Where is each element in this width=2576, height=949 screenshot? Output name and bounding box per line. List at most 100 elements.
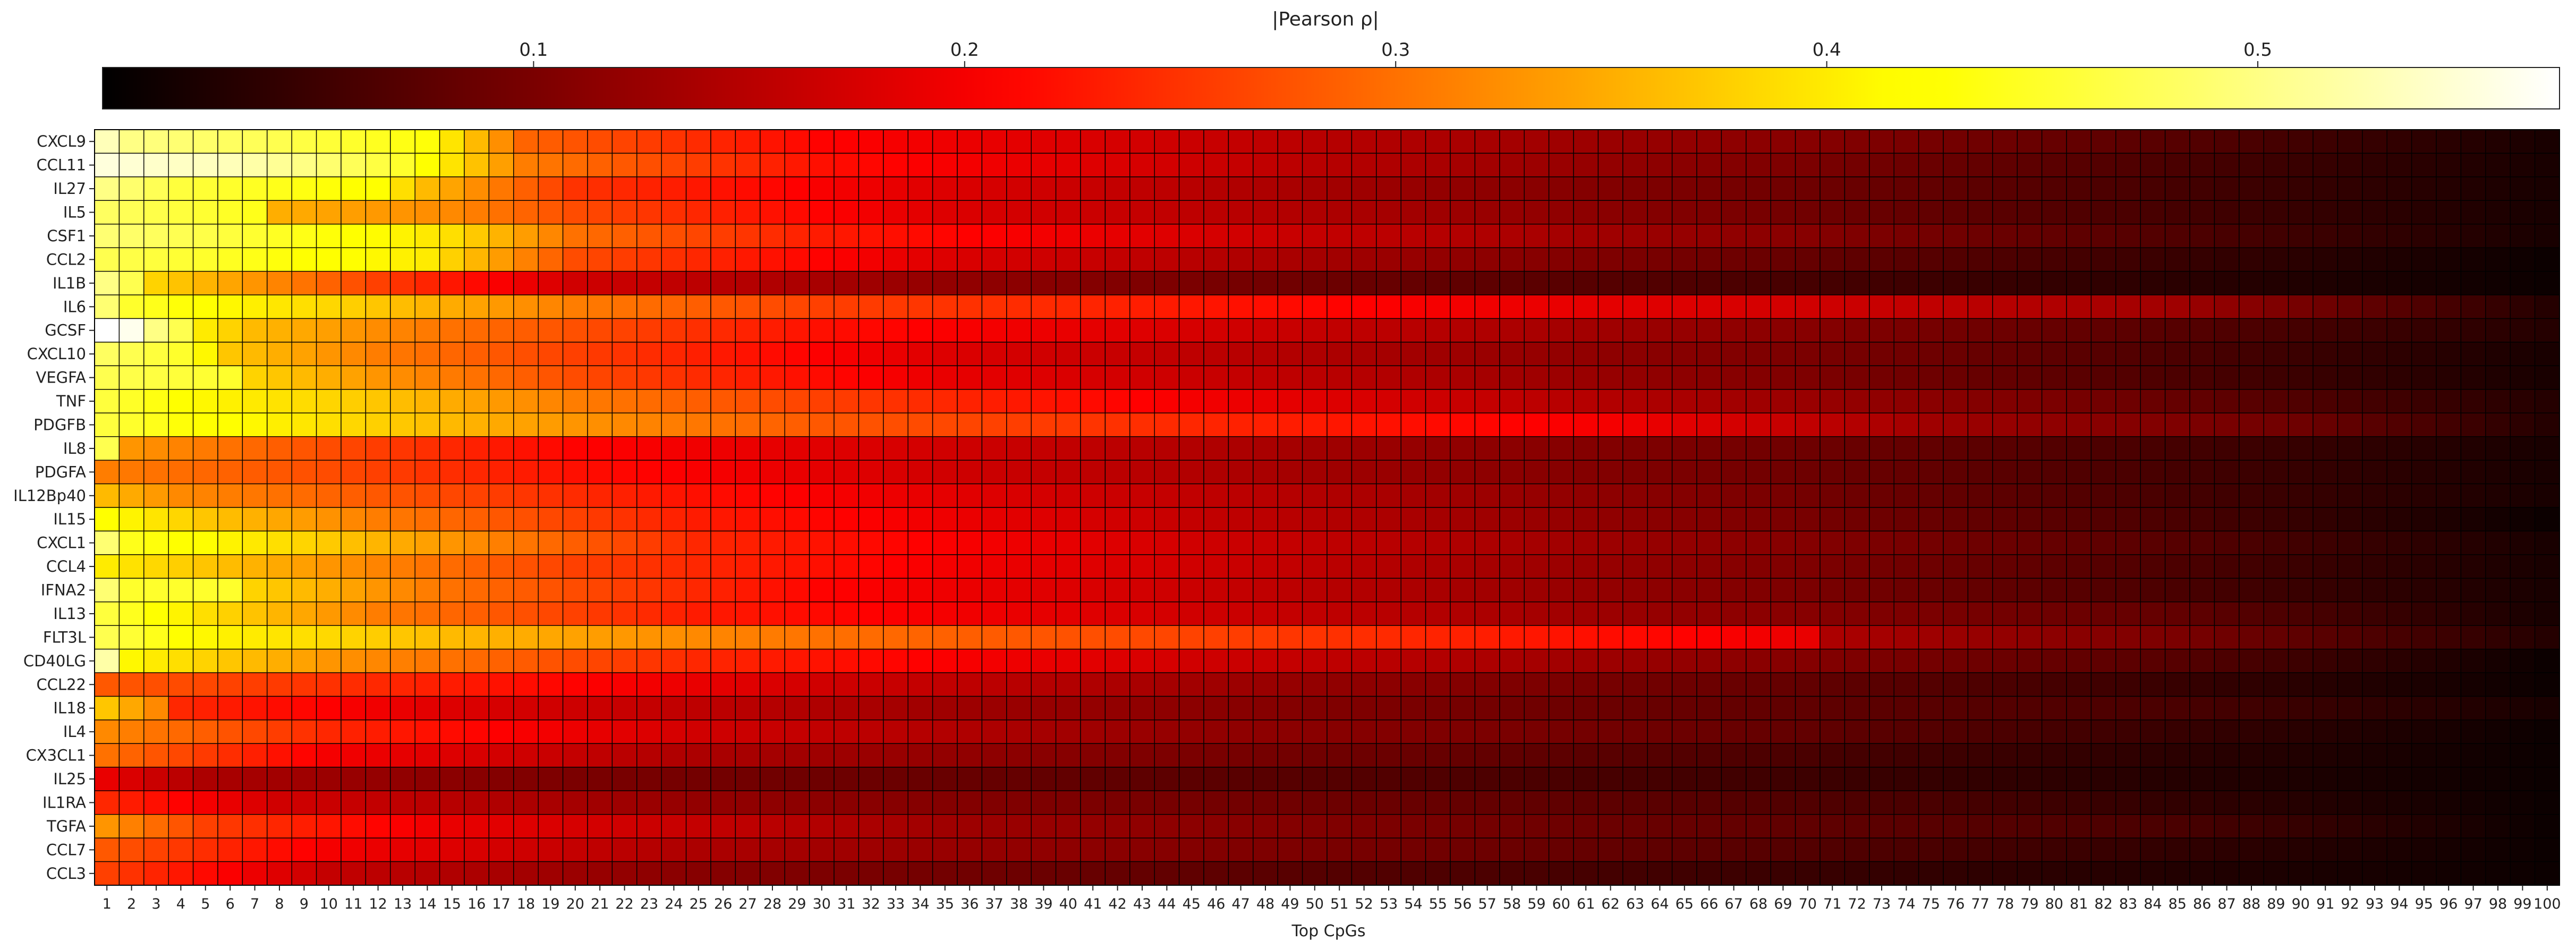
heatmap-cell (1129, 294, 1155, 319)
heatmap-cell (1548, 200, 1574, 225)
heatmap-cell (809, 152, 835, 177)
heatmap-cell (2189, 861, 2215, 886)
heatmap-cell (1992, 460, 2018, 485)
heatmap-cell (1597, 318, 1623, 343)
heatmap-cell (784, 719, 810, 744)
heatmap-cell (1055, 837, 1081, 862)
heatmap-cell (2214, 176, 2240, 201)
heatmap-cell (1425, 530, 1451, 555)
heatmap-cell (2460, 554, 2486, 579)
column-label: 81 (2070, 896, 2088, 912)
heatmap-cell (735, 224, 761, 248)
heatmap-cell (2140, 530, 2166, 555)
heatmap-cell (932, 270, 958, 295)
heatmap-cell (1228, 152, 1254, 177)
heatmap-cell (1893, 554, 1919, 579)
heatmap-cell (2263, 176, 2289, 201)
heatmap-cell (2460, 767, 2486, 791)
heatmap-cell (1031, 861, 1057, 886)
heatmap-cell (1178, 318, 1204, 343)
heatmap-cell (2510, 625, 2536, 650)
heatmap-cell (1992, 176, 2018, 201)
heatmap-cell (291, 719, 317, 744)
heatmap-cell (1893, 507, 1919, 532)
heatmap-cell (464, 578, 490, 603)
heatmap-cell (1770, 483, 1796, 508)
heatmap-cell (661, 200, 687, 225)
heatmap-cell (2263, 672, 2289, 697)
heatmap-cell (316, 837, 342, 862)
heatmap-cell (1400, 672, 1426, 697)
heatmap-cell (1597, 294, 1623, 319)
heatmap-cell (1770, 767, 1796, 791)
heatmap-cell (341, 790, 367, 815)
heatmap-cell (562, 342, 588, 367)
heatmap-cell (1474, 318, 1500, 343)
heatmap-cell (1203, 814, 1229, 838)
heatmap-cell (1104, 743, 1130, 768)
heatmap-cell (1573, 696, 1599, 721)
heatmap-cell (242, 365, 268, 390)
heatmap-cell (2337, 767, 2363, 791)
heatmap-cell (957, 861, 983, 886)
heatmap-cell (784, 412, 810, 437)
heatmap-cell (2090, 342, 2116, 367)
heatmap-cell (1129, 483, 1155, 508)
heatmap-cell (1721, 837, 1747, 862)
heatmap-cell (883, 837, 908, 862)
heatmap-cell (1400, 743, 1426, 768)
heatmap-cell (2534, 767, 2560, 791)
heatmap-cell (1893, 743, 1919, 768)
heatmap-cell (1474, 554, 1500, 579)
heatmap-cell (883, 554, 908, 579)
heatmap-cell (907, 578, 933, 603)
heatmap-cell (1696, 696, 1722, 721)
heatmap-cell (464, 719, 490, 744)
heatmap-cell (2411, 318, 2437, 343)
heatmap-cell (834, 743, 860, 768)
heatmap-cell (439, 861, 465, 886)
heatmap-cell (1253, 389, 1278, 413)
heatmap-cell (2436, 554, 2462, 579)
heatmap-cell (1548, 530, 1574, 555)
heatmap-cell (2164, 648, 2190, 673)
column-label: 40 (1059, 896, 1077, 912)
heatmap-cell (1918, 365, 1944, 390)
heatmap-cell (907, 129, 933, 154)
heatmap-cell (2386, 814, 2412, 838)
heatmap-cell (957, 460, 983, 485)
heatmap-cell (1006, 648, 1032, 673)
heatmap-cell (2313, 224, 2339, 248)
heatmap-cell (118, 200, 144, 225)
heatmap-cell (1795, 790, 1821, 815)
heatmap-cell (168, 224, 194, 248)
heatmap-cell (2534, 483, 2560, 508)
heatmap-cell (1893, 342, 1919, 367)
heatmap-cell (2510, 814, 2536, 838)
heatmap-cell (1622, 412, 1648, 437)
heatmap-cell (1647, 483, 1673, 508)
heatmap-cell (94, 696, 120, 721)
heatmap-cell (1844, 342, 1870, 367)
heatmap-cell (1400, 389, 1426, 413)
heatmap-cell (365, 342, 391, 367)
heatmap-cell (1499, 318, 1525, 343)
heatmap-cell (242, 767, 268, 791)
heatmap-cell (2485, 270, 2511, 295)
heatmap-cell (809, 861, 835, 886)
heatmap-cell (2460, 861, 2486, 886)
heatmap-cell (513, 389, 539, 413)
heatmap-cell (2164, 696, 2190, 721)
heatmap-cell (1154, 247, 1180, 272)
heatmap-cell (2510, 483, 2536, 508)
heatmap-cell (1795, 389, 1821, 413)
heatmap-cell (2386, 507, 2412, 532)
heatmap-cell (1080, 672, 1106, 697)
heatmap-cell (1721, 294, 1747, 319)
column-label: 77 (1971, 896, 1989, 912)
heatmap-cell (143, 837, 169, 862)
heatmap-cell (2337, 247, 2363, 272)
heatmap-cell (1820, 436, 1846, 461)
heatmap-cell (513, 625, 539, 650)
heatmap-cell (94, 530, 120, 555)
